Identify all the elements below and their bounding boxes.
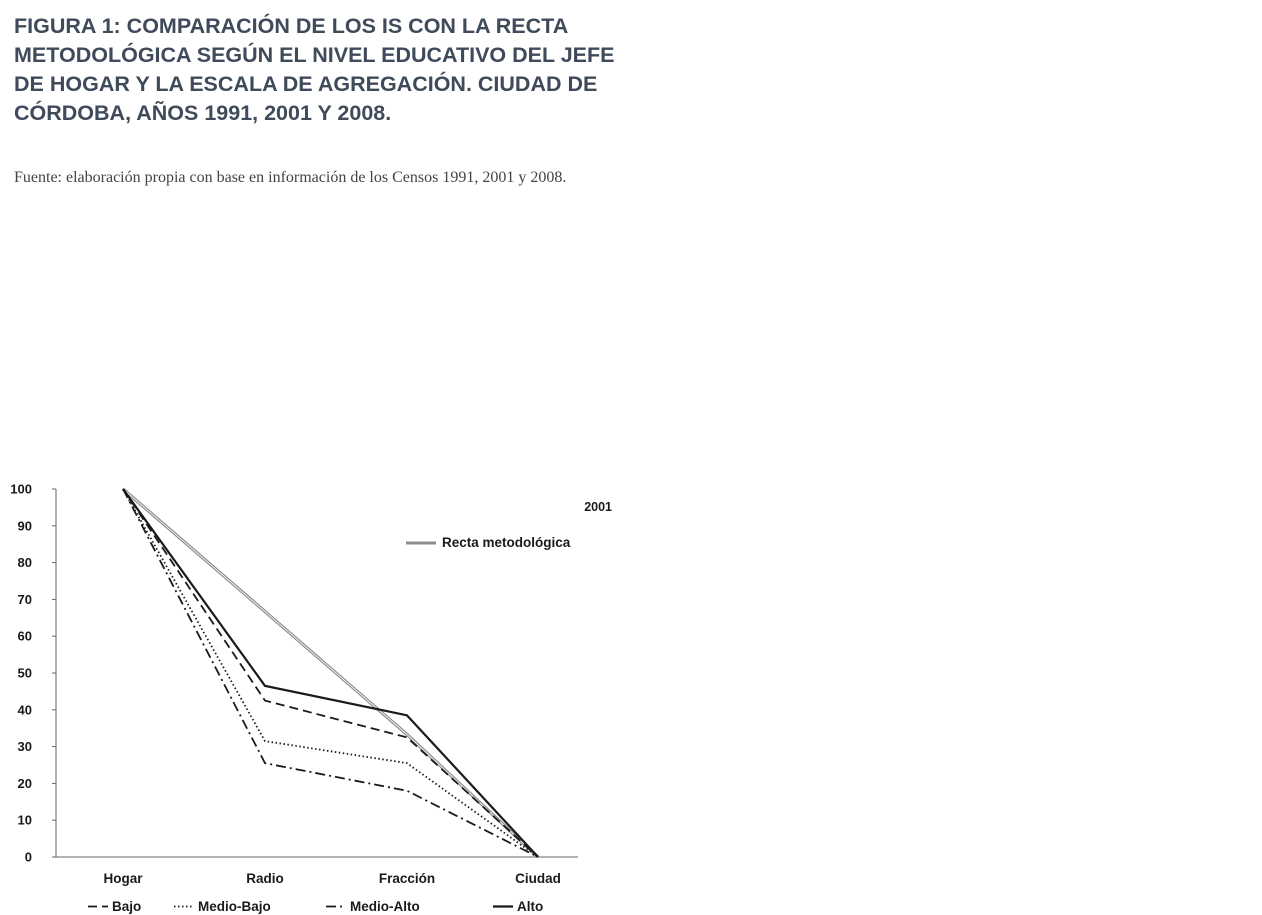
y-tick-label: 80	[18, 555, 32, 570]
y-tick-label: 90	[18, 518, 32, 533]
series-line-medio-alto	[122, 488, 539, 858]
figure-source: Fuente: elaboración propia con base en i…	[14, 169, 567, 186]
chart-title: 2001	[584, 500, 612, 514]
y-tick-label: 40	[18, 702, 32, 717]
y-tick-label: 100	[10, 482, 32, 497]
legend-label-alto: Alto	[517, 899, 543, 914]
series-line-bajo	[122, 488, 539, 858]
y-tick-label: 70	[18, 592, 32, 607]
y-tick-label: 0	[25, 850, 32, 865]
y-tick-label: 60	[18, 629, 32, 644]
legend-label-medio-bajo: Medio-Bajo	[198, 899, 271, 914]
x-category-label: Ciudad	[515, 871, 561, 886]
y-tick-label: 20	[18, 776, 32, 791]
x-category-label: Radio	[246, 871, 284, 886]
legend-label-medio-alto: Medio-Alto	[350, 899, 420, 914]
y-tick-label: 50	[18, 666, 32, 681]
recta-metodologica-inner	[122, 488, 539, 858]
series-line-alto	[122, 488, 539, 858]
chart-2001: 0 10 20 30 40 50 60 70 80 90 100 Hogar Radio Fracción…	[10, 482, 612, 915]
legend-label-bajo: Bajo	[112, 899, 141, 914]
y-tick-label: 30	[18, 739, 32, 754]
figure-title: FIGURA 1: COMPARACIÓN DE LOS IS CON LA R…	[14, 14, 615, 125]
x-category-label: Fracción	[379, 871, 435, 886]
series-line-medio-bajo	[122, 488, 539, 858]
y-tick-label: 10	[18, 813, 32, 828]
x-category-label: Hogar	[103, 871, 143, 886]
legend-recta-label: Recta metodológica	[442, 535, 571, 550]
chart-2008: 0102030405060708090100HogarRadioFracción…	[652, 472, 1262, 915]
chart-1991: 0102030405060708090100HogarRadioFracción…	[652, 0, 1262, 455]
